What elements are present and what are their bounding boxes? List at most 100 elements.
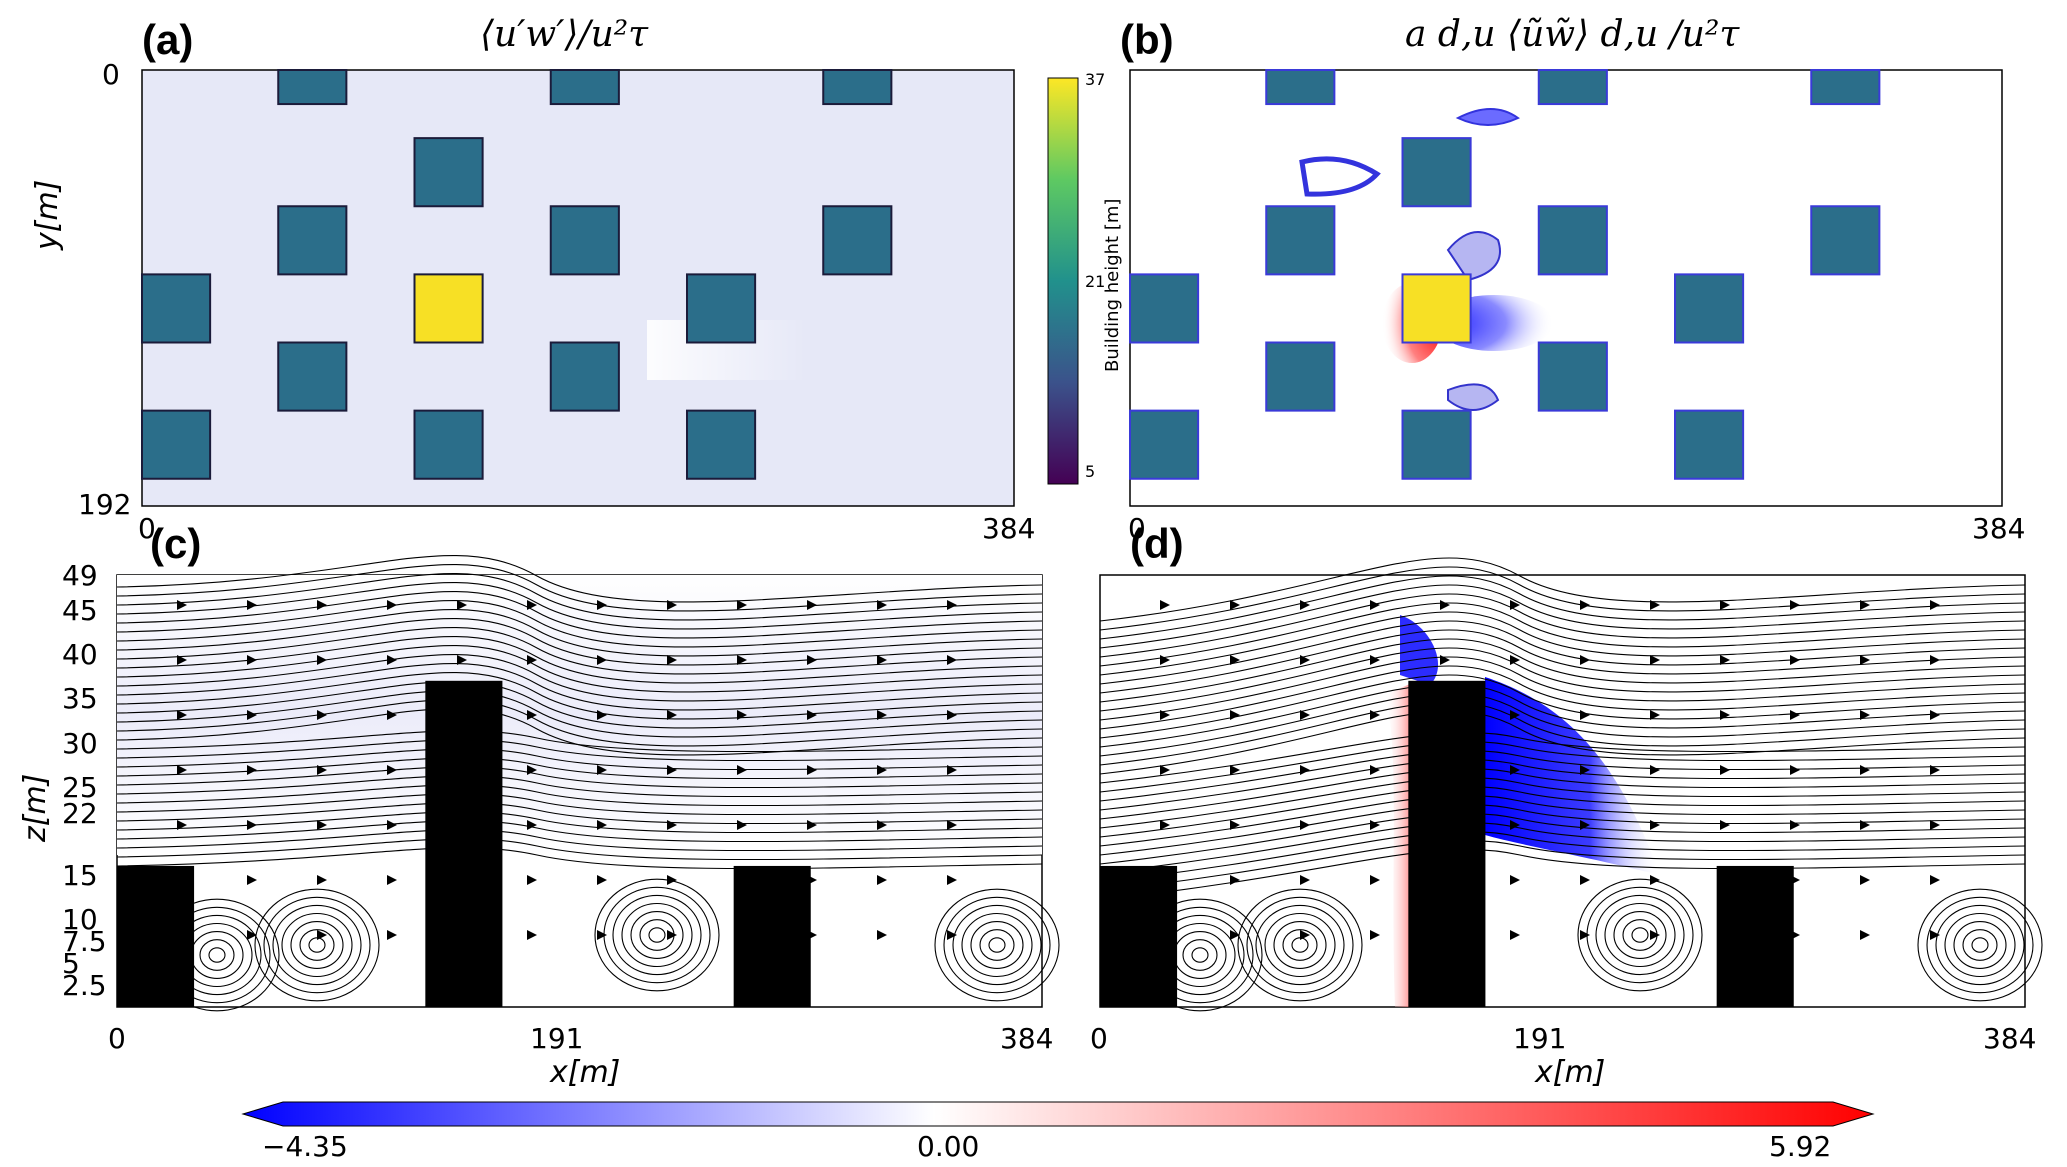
panel-c-ylabel: z[m] (18, 773, 53, 842)
streamline-arrow-65 (1790, 655, 1800, 665)
streamline-arrow-49 (1580, 930, 1590, 940)
streamline-arrow-27 (387, 875, 397, 885)
panel-c-ytick-2: 40 (62, 638, 98, 672)
building-7 (1810, 205, 1881, 276)
streamline-17 (116, 699, 1043, 747)
streamline-31 (1099, 839, 2026, 892)
recirculation-streamline-38 (1246, 896, 1354, 994)
recirculation-streamline-39 (254, 888, 380, 1002)
streamline-arrow-58 (737, 655, 747, 665)
section-building-1 (117, 865, 195, 1007)
streamline-arrow-78 (1930, 600, 1940, 610)
negative-region-below (1447, 383, 1500, 411)
streamline-8 (1099, 620, 2026, 685)
recirculation-streamline-54 (1191, 947, 1209, 963)
streamline-14 (116, 672, 1043, 720)
building-3 (1810, 69, 1881, 106)
streamline-arrow-76 (877, 875, 887, 885)
panel-c-ytick-6: 22 (62, 797, 98, 831)
section-building-2 (425, 680, 503, 1007)
streamline-arrow-59 (737, 710, 747, 720)
streamline-arrow-8 (247, 600, 257, 610)
streamline-arrow-46 (597, 765, 607, 775)
streamline-5 (116, 591, 1043, 639)
streamline-arrow-42 (1510, 930, 1520, 940)
panel-c-ytick-1: 45 (62, 594, 98, 628)
streamline-arrow-16 (1300, 655, 1310, 665)
recirculation-streamline-46 (1577, 878, 1703, 992)
negative-contour-ring (1299, 156, 1381, 197)
streamline-14 (1099, 674, 2026, 739)
panel-c-xtick-384: 384 (1000, 1022, 1054, 1055)
streamline-arrow-9 (1230, 655, 1240, 665)
streamline-arrow-12 (1230, 820, 1240, 830)
streamline-10 (116, 636, 1043, 684)
streamline-4 (116, 582, 1043, 630)
building-1 (1265, 69, 1336, 106)
section-building-2 (1408, 680, 1486, 1007)
streamline-arrow-57 (1720, 600, 1730, 610)
streamline-arrow-60 (737, 765, 747, 775)
panel-b-xtick-384: 384 (1972, 512, 2026, 545)
streamline-arrow-50 (1650, 600, 1660, 610)
streamline-2 (1099, 566, 2026, 631)
streamline-arrow-77 (877, 930, 887, 940)
streamline-arrow-68 (1790, 820, 1800, 830)
streamline-arrow-44 (1580, 655, 1590, 665)
streamline-arrow-71 (1860, 600, 1870, 610)
streamline-28 (1099, 812, 2026, 865)
recirculation-streamline-51 (952, 904, 1042, 986)
building-8 (141, 273, 212, 344)
streamline-arrow-8 (1230, 600, 1240, 610)
building-9 (413, 273, 484, 344)
streamline-arrow-37 (1510, 655, 1520, 665)
streamline-arrow-46 (1580, 765, 1590, 775)
streamline-6 (116, 600, 1043, 648)
streamline-arrow-43 (597, 600, 607, 610)
streamline-arrow-57 (737, 600, 747, 610)
recirculation-streamline-48 (1962, 929, 1998, 961)
recirculation-streamline-50 (1944, 912, 2016, 978)
streamline-arrow-16 (317, 655, 327, 665)
streamline-arrow-14 (1230, 930, 1240, 940)
panel-c-ytick-8: 10 (62, 902, 98, 936)
recirculation-streamline-47 (1971, 937, 1989, 953)
streamline-10 (1099, 638, 2026, 703)
streamline-7 (116, 609, 1043, 657)
panel-d-xlabel: x[m] (1535, 1055, 1606, 1090)
streamline-arrow-23 (1370, 655, 1380, 665)
streamline-arrow-26 (1370, 820, 1380, 830)
recirculation-streamline-34 (299, 929, 335, 961)
building-colorbar-tick-21: 21 (1085, 272, 1106, 291)
recirculation-streamline-39 (1237, 888, 1363, 1002)
panel-a-title: ⟨u′w′⟩/u²τ (480, 14, 649, 55)
building-15 (1674, 409, 1745, 480)
recirculation-streamline-49 (1953, 921, 2007, 969)
streamline-arrow-66 (807, 710, 817, 720)
recirculation-streamline-54 (208, 947, 226, 963)
streamline-arrow-59 (1720, 710, 1730, 720)
streamline-arrow-17 (317, 710, 327, 720)
recirculation-streamline-40 (648, 927, 666, 943)
streamline-arrow-14 (247, 930, 257, 940)
streamline-arrow-66 (1790, 710, 1800, 720)
recirculation-streamline-50 (961, 912, 1033, 978)
building-9 (1401, 273, 1472, 344)
streamline-arrow-47 (597, 820, 607, 830)
streamline-arrow-13 (247, 875, 257, 885)
streamline-arrow-48 (597, 875, 607, 885)
streamline-9 (1099, 629, 2026, 694)
streamline-arrow-53 (1650, 765, 1660, 775)
streamline-arrow-81 (947, 765, 957, 775)
streamline-arrow-3 (177, 710, 187, 720)
recirculation-streamline-49 (970, 921, 1024, 969)
streamline-arrow-19 (1300, 820, 1310, 830)
panel-c-ytick-0: 49 (62, 559, 98, 592)
building-4 (413, 137, 484, 208)
recirculation-streamline-44 (612, 894, 702, 976)
streamline-arrow-36 (527, 600, 537, 610)
negative-region-above (1446, 231, 1501, 282)
recirculation-streamline-43 (621, 902, 693, 968)
building-6 (549, 205, 620, 276)
building-5 (277, 205, 348, 276)
